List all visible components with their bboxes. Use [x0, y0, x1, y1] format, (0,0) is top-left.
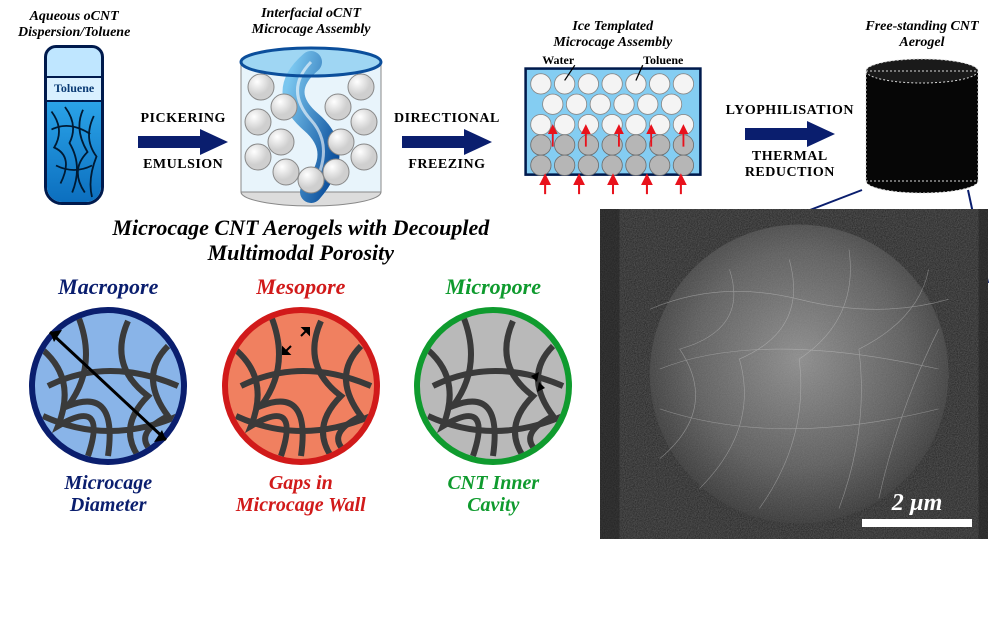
stage-dispersion: Aqueous oCNT Dispersion/Toluene Toluene	[18, 9, 130, 205]
stage-aerogel: Free-standing CNT Aerogel	[862, 19, 982, 195]
toluene-label: Toluene	[643, 53, 683, 68]
pore-desc: CNT Inner Cavity	[447, 472, 539, 516]
arrow-freezing: DIRECTIONAL FREEZING	[394, 111, 500, 173]
pore-type-label: Mesopore	[256, 274, 345, 300]
mesopore-disc	[221, 306, 381, 466]
stage-ice-template: Ice Templated Microcage Assembly	[508, 19, 718, 195]
micropore-col: Micropore	[403, 274, 583, 516]
pore-type-label: Macropore	[58, 274, 158, 300]
arrow-icon	[402, 129, 492, 155]
scale-label: 2 µm	[892, 490, 943, 517]
arrow-label-top: PICKERING	[140, 111, 225, 127]
stage-title: Interfacial oCNT Microcage Assembly	[252, 6, 371, 38]
stage-title: Ice Templated Microcage Assembly	[553, 19, 672, 51]
scale-bar-line	[862, 519, 972, 527]
cnt-dispersion	[47, 102, 101, 202]
stage-title: Free-standing CNT Aerogel	[865, 19, 978, 51]
arrow-label-top: DIRECTIONAL	[394, 111, 500, 127]
scale-bar: 2 µm	[862, 490, 972, 527]
macropore-col: Macropore	[18, 274, 198, 516]
vial-graphic: Toluene	[44, 45, 104, 205]
cylinder-graphic	[236, 42, 386, 207]
arrow-label-bottom: FREEZING	[408, 157, 485, 173]
section-title: Microcage CNT Aerogels with Decoupled Mu…	[12, 215, 590, 266]
ice-labels: Water Toluene	[508, 53, 718, 68]
pore-desc: Gaps in Microcage Wall	[236, 472, 366, 516]
arrow-label-top: LYOPHILISATION	[726, 103, 854, 119]
water-label: Water	[542, 53, 574, 68]
arrow-label-bottom: EMULSION	[143, 157, 223, 173]
mesopore-col: Mesopore	[211, 274, 391, 516]
process-flow: Aqueous oCNT Dispersion/Toluene Toluene	[0, 0, 1000, 207]
stage-title: Aqueous oCNT Dispersion/Toluene	[18, 9, 130, 41]
arrow-icon	[138, 129, 228, 155]
aerogel-graphic	[862, 55, 982, 195]
arrow-icon	[745, 121, 835, 147]
sem-image: 2 µm	[600, 209, 988, 539]
icebox-graphic: Water Toluene	[508, 55, 718, 195]
stage-assembly: Interfacial oCNT Microcage Assembly	[236, 6, 386, 207]
arrow-pickering: PICKERING EMULSION	[138, 111, 228, 173]
arrow-lyophilisation: LYOPHILISATION THERMAL REDUCTION	[726, 103, 854, 181]
arrow-label-bottom: THERMAL REDUCTION	[745, 149, 835, 181]
pore-desc: Microcage Diameter	[64, 472, 152, 516]
porosity-section: Microcage CNT Aerogels with Decoupled Mu…	[12, 209, 590, 516]
micropore-disc	[413, 306, 573, 466]
pore-type-label: Micropore	[446, 274, 541, 300]
macropore-disc	[28, 306, 188, 466]
toluene-label: Toluene	[47, 76, 101, 102]
